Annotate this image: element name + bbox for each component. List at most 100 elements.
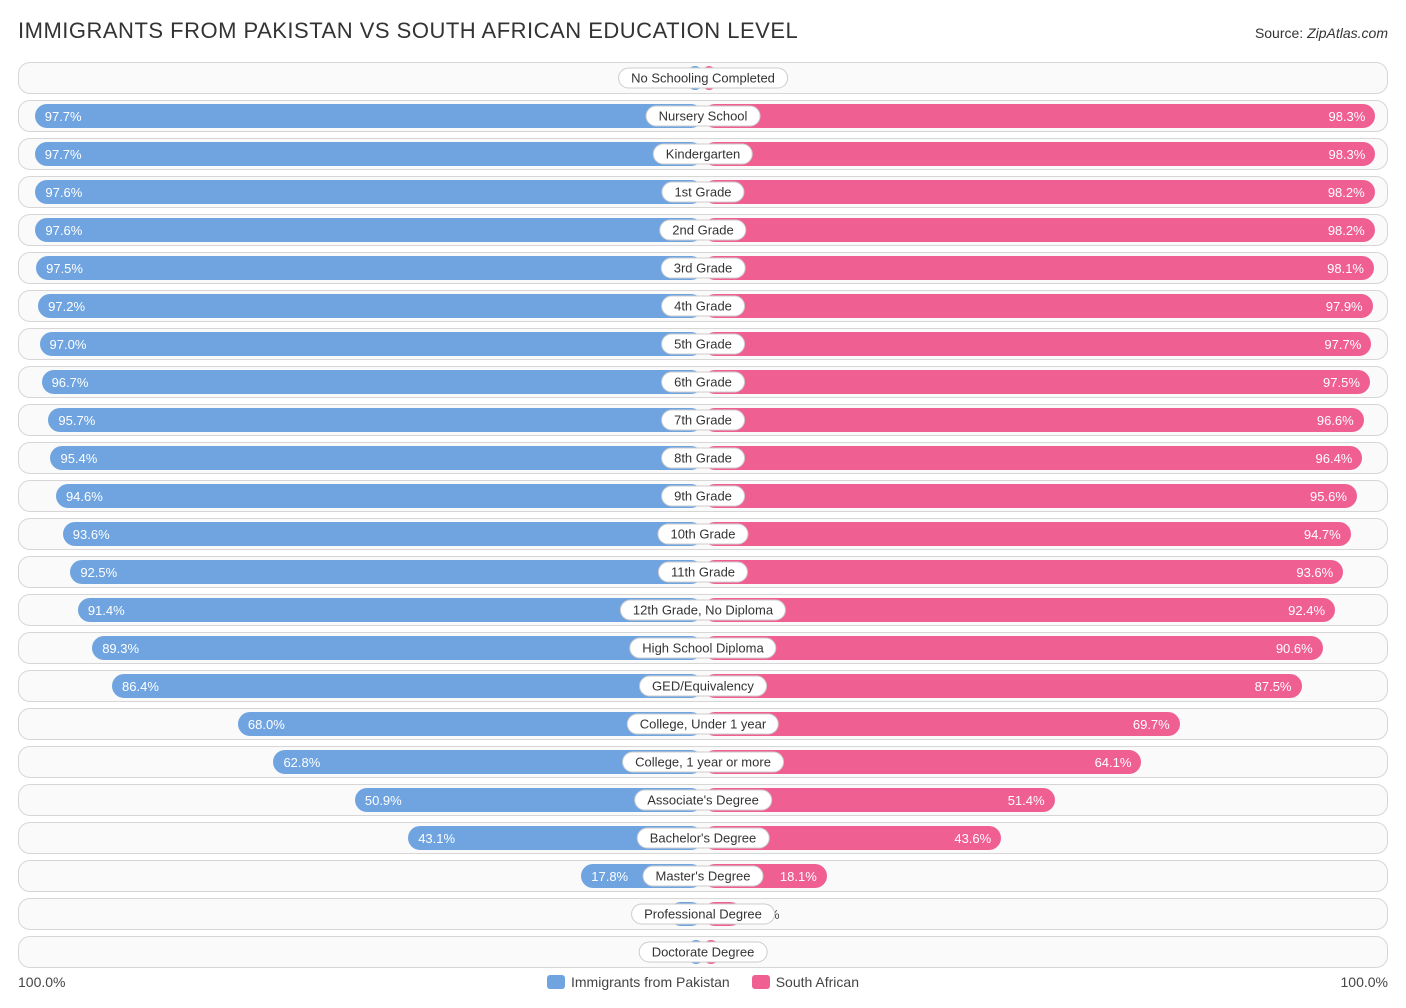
legend-label-left: Immigrants from Pakistan xyxy=(571,974,730,990)
bar-right: 93.6% xyxy=(703,560,1343,584)
bar-right-value: 97.9% xyxy=(1326,299,1363,314)
chart-row: 43.1%43.6%Bachelor's Degree xyxy=(18,822,1388,854)
axis-max-left: 100.0% xyxy=(18,974,65,990)
bar-right-value: 98.3% xyxy=(1328,147,1365,162)
category-label: Doctorate Degree xyxy=(639,942,768,963)
bar-left: 97.5% xyxy=(36,256,703,280)
bar-right: 98.2% xyxy=(703,218,1375,242)
chart-source: Source: ZipAtlas.com xyxy=(1255,25,1388,41)
bar-right-value: 51.4% xyxy=(1008,793,1045,808)
chart-row: 97.5% 98.1% 3rd Grade xyxy=(18,252,1388,284)
legend-swatch-left xyxy=(547,975,565,989)
bar-right: 97.5% xyxy=(703,370,1370,394)
chart-footer: 100.0% Immigrants from Pakistan South Af… xyxy=(18,974,1388,990)
bar-left: 97.7% xyxy=(35,104,703,128)
chart-row: 93.6% 94.7%10th Grade xyxy=(18,518,1388,550)
category-label: High School Diploma xyxy=(629,638,776,659)
bar-left: 95.4% xyxy=(50,446,703,470)
category-label: Professional Degree xyxy=(631,904,775,925)
chart-row: 62.8%64.1%College, 1 year or more xyxy=(18,746,1388,778)
bar-right: 90.6% xyxy=(703,636,1323,660)
bar-left: 95.7% xyxy=(48,408,703,432)
category-label: Bachelor's Degree xyxy=(637,828,770,849)
category-label: 12th Grade, No Diploma xyxy=(620,600,786,621)
bar-left-value: 68.0% xyxy=(248,717,285,732)
bar-left: 97.0% xyxy=(40,332,703,356)
chart-row: 97.2% 97.9% 4th Grade xyxy=(18,290,1388,322)
bar-right-value: 97.5% xyxy=(1323,375,1360,390)
bar-left: 97.2% xyxy=(38,294,703,318)
bar-left: 92.5% xyxy=(70,560,703,584)
chart-row: 96.7% 97.5% 6th Grade xyxy=(18,366,1388,398)
bar-right-value: 87.5% xyxy=(1255,679,1292,694)
diverging-bar-chart: 2.3%1.8%No Schooling Completed97.7%98.3%… xyxy=(18,62,1388,968)
chart-row: 89.3%90.6%High School Diploma xyxy=(18,632,1388,664)
bar-left: 89.3% xyxy=(92,636,703,660)
bar-left-value: 97.6% xyxy=(45,223,82,238)
bar-left-value: 97.7% xyxy=(45,147,82,162)
category-label: 8th Grade xyxy=(661,448,745,469)
bar-right: 92.4% xyxy=(703,598,1335,622)
category-label: Master's Degree xyxy=(643,866,764,887)
bar-left-value: 97.0% xyxy=(50,337,87,352)
bar-right: 96.6% xyxy=(703,408,1364,432)
bar-right: 97.9% xyxy=(703,294,1373,318)
category-label: 11th Grade xyxy=(658,562,748,583)
category-label: 5th Grade xyxy=(661,334,745,355)
category-label: 10th Grade xyxy=(657,524,748,545)
bar-left: 93.6% xyxy=(63,522,703,546)
bar-left-value: 93.6% xyxy=(73,527,110,542)
bar-right: 95.6% xyxy=(703,484,1357,508)
chart-row: 68.0% 69.7% College, Under 1 year xyxy=(18,708,1388,740)
bar-left-value: 96.7% xyxy=(52,375,89,390)
bar-right: 98.1% xyxy=(703,256,1374,280)
bar-right: 94.7% xyxy=(703,522,1351,546)
bar-left-value: 50.9% xyxy=(365,793,402,808)
bar-right-value: 98.2% xyxy=(1328,223,1365,238)
category-label: 6th Grade xyxy=(661,372,745,393)
category-label: GED/Equivalency xyxy=(639,676,767,697)
chart-header: IMMIGRANTS FROM PAKISTAN VS SOUTH AFRICA… xyxy=(18,18,1388,44)
bar-left-value: 97.2% xyxy=(48,299,85,314)
chart-legend: Immigrants from Pakistan South African xyxy=(65,974,1340,990)
chart-row: 50.9% 51.4% Associate's Degree xyxy=(18,784,1388,816)
bar-right-value: 98.2% xyxy=(1328,185,1365,200)
category-label: Associate's Degree xyxy=(634,790,772,811)
bar-right-value: 95.6% xyxy=(1310,489,1347,504)
category-label: College, 1 year or more xyxy=(622,752,784,773)
category-label: 4th Grade xyxy=(661,296,745,317)
bar-left: 97.7% xyxy=(35,142,703,166)
chart-row: 2.3%1.8%No Schooling Completed xyxy=(18,62,1388,94)
bar-left: 91.4% xyxy=(78,598,703,622)
chart-row: 97.6%98.2%1st Grade xyxy=(18,176,1388,208)
category-label: No Schooling Completed xyxy=(618,68,788,89)
bar-left-value: 17.8% xyxy=(591,869,628,884)
bar-right-value: 96.6% xyxy=(1317,413,1354,428)
bar-right-value: 92.4% xyxy=(1288,603,1325,618)
chart-row: 91.4% 92.4% 12th Grade, No Diploma xyxy=(18,594,1388,626)
bar-right-value: 97.7% xyxy=(1324,337,1361,352)
category-label: 1st Grade xyxy=(661,182,744,203)
category-label: 9th Grade xyxy=(661,486,745,507)
chart-row: 97.7%98.3%Nursery School xyxy=(18,100,1388,132)
bar-left-value: 86.4% xyxy=(122,679,159,694)
source-label: Source: xyxy=(1255,25,1307,41)
chart-row: 95.4%96.4%8th Grade xyxy=(18,442,1388,474)
bar-right-value: 98.1% xyxy=(1327,261,1364,276)
chart-row: 94.6%95.6%9th Grade xyxy=(18,480,1388,512)
bar-right: 96.4% xyxy=(703,446,1362,470)
bar-right: 98.2% xyxy=(703,180,1375,204)
bar-right-value: 64.1% xyxy=(1095,755,1132,770)
bar-left-value: 92.5% xyxy=(80,565,117,580)
bar-left-value: 97.5% xyxy=(46,261,83,276)
bar-right-value: 18.1% xyxy=(780,869,817,884)
bar-right: 87.5% xyxy=(703,674,1302,698)
category-label: College, Under 1 year xyxy=(627,714,779,735)
category-label: 3rd Grade xyxy=(661,258,746,279)
bar-right-value: 69.7% xyxy=(1133,717,1170,732)
category-label: Nursery School xyxy=(646,106,761,127)
chart-row: 97.7%98.3%Kindergarten xyxy=(18,138,1388,170)
bar-left: 96.7% xyxy=(42,370,703,394)
bar-left-value: 95.7% xyxy=(58,413,95,428)
bar-right-value: 93.6% xyxy=(1296,565,1333,580)
